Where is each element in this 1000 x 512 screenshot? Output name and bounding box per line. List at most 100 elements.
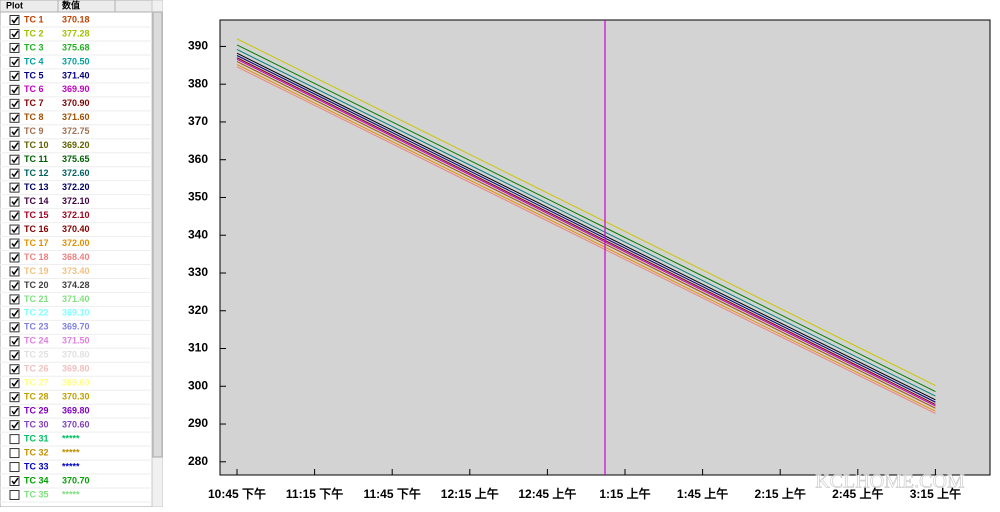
- row-value: 370.50: [62, 56, 90, 66]
- checkmark[interactable]: [11, 268, 19, 276]
- checkmark[interactable]: [11, 86, 19, 94]
- checkmark[interactable]: [11, 226, 19, 234]
- checkmark[interactable]: [11, 281, 19, 290]
- row-value: *****: [62, 461, 80, 471]
- row-value: 369.20: [62, 140, 90, 150]
- checkbox[interactable]: [9, 378, 20, 389]
- checkbox[interactable]: [9, 392, 20, 403]
- row-value: 368.40: [62, 252, 90, 262]
- row-label: TC 30: [24, 420, 49, 430]
- checkbox[interactable]: [9, 210, 20, 221]
- row-value: 371.40: [62, 70, 90, 80]
- checkbox[interactable]: [9, 448, 20, 459]
- checkmark[interactable]: [11, 58, 19, 66]
- checkbox[interactable]: [9, 196, 20, 207]
- checkmark[interactable]: [11, 240, 19, 248]
- checkbox[interactable]: [9, 15, 20, 25]
- checkmark[interactable]: [11, 365, 19, 373]
- checkbox[interactable]: [9, 168, 20, 179]
- checkbox[interactable]: [9, 238, 20, 249]
- checkbox[interactable]: [9, 350, 20, 361]
- checkbox[interactable]: [9, 98, 20, 109]
- checkbox[interactable]: [9, 406, 20, 417]
- checkmark[interactable]: [11, 198, 19, 206]
- checkbox[interactable]: [9, 70, 20, 81]
- row-value: 370.80: [62, 350, 90, 360]
- series-line: [236, 57, 936, 405]
- checkbox[interactable]: [9, 112, 20, 123]
- checkmark[interactable]: [11, 421, 19, 429]
- checkmark[interactable]: [11, 100, 19, 108]
- checkmark[interactable]: [11, 254, 19, 262]
- checkmark[interactable]: [11, 393, 19, 401]
- series-line: [236, 52, 936, 401]
- checkmark[interactable]: [11, 379, 19, 387]
- row-value: 372.75: [62, 126, 90, 136]
- checkbox[interactable]: [9, 56, 20, 67]
- checkmark[interactable]: [11, 142, 19, 150]
- checkmark[interactable]: [11, 337, 19, 346]
- checkmark[interactable]: [11, 212, 19, 220]
- checkbox[interactable]: [9, 280, 20, 291]
- checkbox[interactable]: [9, 224, 20, 235]
- checkbox[interactable]: [9, 126, 20, 137]
- checkmark[interactable]: [11, 351, 19, 360]
- checkmark[interactable]: [11, 170, 19, 178]
- checkmark[interactable]: [11, 407, 19, 415]
- row-label: TC 26: [24, 364, 49, 374]
- checkmark[interactable]: [11, 16, 19, 24]
- row-value: 372.00: [62, 238, 90, 248]
- checkmark[interactable]: [11, 477, 19, 485]
- row-label: TC 15: [24, 210, 49, 220]
- checkmark[interactable]: [11, 72, 19, 80]
- row-value: 375.65: [62, 154, 90, 164]
- checkbox[interactable]: [9, 294, 20, 305]
- checkbox[interactable]: [9, 364, 20, 375]
- checkmark[interactable]: [11, 44, 19, 52]
- checkbox[interactable]: [9, 252, 20, 263]
- row-value: 373.40: [62, 266, 90, 276]
- checkbox[interactable]: [9, 42, 20, 53]
- row-label: TC 3: [24, 42, 44, 52]
- checkbox[interactable]: [9, 434, 20, 445]
- checkmark[interactable]: [11, 309, 19, 318]
- checkmark[interactable]: [11, 128, 19, 136]
- x-tick-label: 11:45 下午: [364, 486, 421, 501]
- x-tick-label: 12:15 上午: [441, 486, 499, 501]
- row-value: 371.40: [62, 294, 90, 304]
- checkbox[interactable]: [9, 308, 20, 319]
- row-value: 370.30: [62, 392, 90, 402]
- y-tick-label: 280: [188, 454, 208, 468]
- scroll-thumb[interactable]: [152, 11, 163, 458]
- row-label: TC 2: [24, 28, 44, 38]
- checkmark[interactable]: [11, 30, 19, 38]
- series-line: [236, 49, 936, 397]
- checkmark[interactable]: [11, 184, 19, 192]
- checkbox[interactable]: [9, 489, 20, 500]
- series-line: [236, 58, 936, 407]
- checkmark[interactable]: [11, 114, 19, 122]
- y-tick-label: 310: [188, 341, 208, 355]
- checkmark[interactable]: [11, 323, 19, 332]
- checkbox[interactable]: [9, 182, 20, 193]
- checkbox[interactable]: [9, 140, 20, 151]
- checkbox[interactable]: [9, 84, 20, 95]
- row-value: 372.60: [62, 168, 90, 178]
- checkbox[interactable]: [9, 462, 20, 473]
- row-label: TC 23: [24, 322, 49, 332]
- row-label: TC 21: [24, 294, 49, 304]
- checkmark[interactable]: [11, 156, 19, 164]
- checkbox[interactable]: [9, 28, 20, 39]
- checkbox[interactable]: [9, 476, 20, 487]
- checkbox[interactable]: [9, 420, 20, 431]
- checkbox[interactable]: [9, 322, 20, 333]
- checkmark[interactable]: [11, 295, 19, 304]
- x-tick-label: 12:45 上午: [518, 486, 576, 501]
- y-tick-label: 390: [188, 39, 208, 53]
- checkbox[interactable]: [9, 336, 20, 347]
- x-tick-label: 2:45 上午: [832, 486, 883, 501]
- row-label: TC 14: [24, 196, 49, 206]
- checkbox[interactable]: [9, 154, 20, 165]
- checkbox[interactable]: [9, 266, 20, 277]
